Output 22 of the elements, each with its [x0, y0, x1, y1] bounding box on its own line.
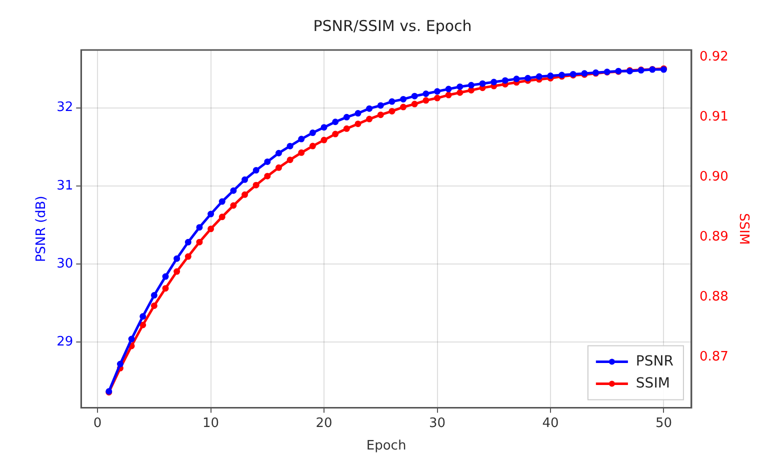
y-tick-label: 30 — [56, 256, 74, 272]
y2-tick-label: 0.87 — [699, 350, 728, 365]
legend-label: PSNR — [636, 353, 674, 370]
x-tick-label: 10 — [202, 416, 220, 431]
y2-tick-label: 0.90 — [699, 170, 728, 185]
x-tick-label: 20 — [316, 416, 332, 431]
y2-tick-label: 0.91 — [699, 110, 728, 125]
y2-tick-label: 0.92 — [699, 50, 728, 65]
y-axis-title: PSNR (dB) — [34, 196, 50, 262]
x-tick-label: 0 — [93, 416, 102, 431]
x-tick-label: 30 — [428, 416, 446, 431]
y2-tick-label: 0.89 — [699, 230, 728, 245]
legend-label: SSIM — [636, 375, 670, 392]
y2-axis-title: SSIM — [736, 213, 751, 245]
y2-tick-label: 0.88 — [699, 290, 728, 305]
x-axis-title: Epoch — [366, 438, 406, 454]
y-tick-label: 31 — [56, 178, 74, 194]
y-tick-label: 32 — [56, 100, 74, 116]
x-tick-label: 40 — [542, 416, 559, 431]
y-tick-label: 29 — [56, 334, 74, 350]
x-tick-label: 50 — [655, 416, 672, 431]
chart-title: PSNR/SSIM vs. Epoch — [313, 16, 472, 35]
